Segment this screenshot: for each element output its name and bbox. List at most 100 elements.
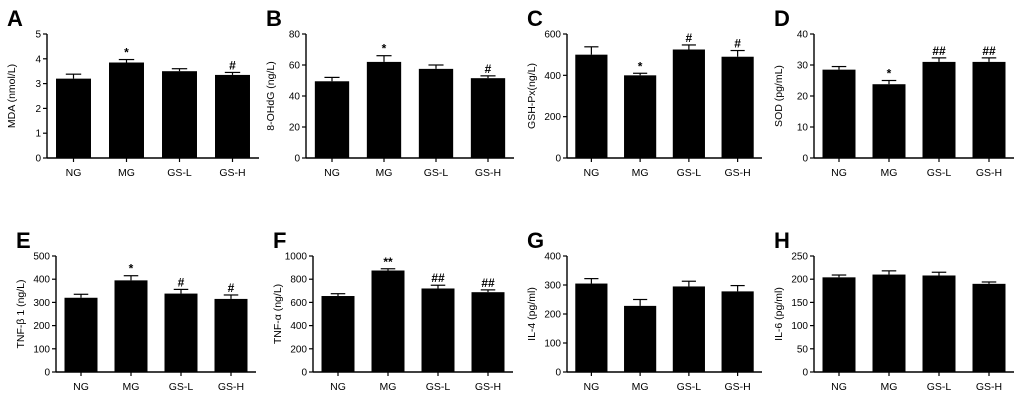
bar-gs-h (214, 298, 248, 372)
bar-mg (371, 270, 405, 372)
bar-mg (366, 61, 402, 158)
significance-mark: * (382, 42, 387, 56)
y-tick-label: 0 (35, 154, 41, 165)
y-axis-label: IL-6 (pg/ml) (773, 287, 785, 341)
x-tick-label: GS-H (725, 381, 751, 393)
chart-panel-f: F 0 200 400 600 800 1000 TNF-α (ng/L) NG ** MG ## GS… (272, 228, 513, 393)
x-tick-label: NG (73, 381, 89, 393)
bar-gs-h (721, 56, 754, 158)
significance-mark: # (228, 281, 235, 295)
y-tick-label: 20 (797, 92, 809, 103)
y-tick-label: 500 (33, 252, 50, 263)
bar-gs-h (972, 283, 1006, 372)
y-tick-label: 0 (555, 368, 561, 379)
y-axis-label: 8-OHdG (ng/L) (265, 61, 277, 130)
y-tick-label: 0 (555, 154, 561, 165)
y-axis-label: MDA (nmol/L) (6, 64, 18, 128)
bar-ng (314, 81, 350, 158)
bar-gs-l (922, 61, 956, 158)
y-tick-label: 300 (544, 281, 561, 292)
bar-mg (114, 280, 148, 372)
bar-mg (624, 75, 657, 158)
bar-gs-l (164, 293, 198, 372)
x-tick-label: MG (118, 167, 135, 179)
x-tick-label: GS-L (927, 381, 952, 393)
significance-mark: * (887, 67, 892, 81)
chart-panel-e: E 0 100 200 300 400 500 TNF-β 1 (ng/L) NG * MG # GS-… (15, 228, 256, 393)
x-tick-label: GS-L (169, 381, 194, 393)
panel-letter: C (527, 6, 543, 31)
y-tick-label: 0 (301, 368, 307, 379)
y-tick-label: 300 (33, 298, 50, 309)
y-tick-label: 40 (797, 30, 809, 41)
bar-mg (624, 305, 657, 372)
x-tick-label: GS-L (927, 167, 952, 179)
y-tick-label: 400 (290, 321, 307, 332)
y-tick-label: 400 (33, 275, 50, 286)
x-tick-label: GS-L (426, 381, 451, 393)
bar-ng (64, 297, 98, 372)
y-tick-label: 200 (791, 275, 808, 286)
bar-mg (872, 84, 906, 158)
significance-mark: # (734, 37, 741, 51)
y-tick-label: 60 (289, 61, 301, 72)
x-tick-label: NG (66, 167, 82, 179)
y-tick-label: 4 (35, 54, 41, 65)
chart-panel-c: C 0 200 400 600 GSH-Px(ng/L) NG * MG # GS-L # GS-H (526, 6, 762, 179)
bar-mg (872, 274, 906, 372)
x-tick-label: NG (831, 167, 847, 179)
significance-mark: ## (481, 276, 495, 290)
y-tick-label: 30 (797, 61, 809, 72)
significance-mark: ## (982, 44, 996, 58)
significance-mark: ## (431, 271, 445, 285)
x-tick-label: MG (632, 167, 649, 179)
y-tick-label: 100 (544, 339, 561, 350)
x-tick-label: MG (380, 381, 397, 393)
significance-mark: # (229, 58, 236, 72)
chart-panel-d: D 0 10 20 30 40 SOD (pg/mL) NG * MG ## GS-L ## GS-H (773, 6, 1014, 179)
y-tick-label: 200 (544, 112, 561, 123)
bar-ng (56, 78, 91, 158)
y-tick-label: 100 (33, 344, 50, 355)
bar-gs-l (672, 286, 705, 372)
x-tick-label: MG (123, 381, 140, 393)
panel-letter: F (273, 228, 286, 253)
x-tick-label: NG (584, 167, 600, 179)
significance-mark: * (124, 46, 129, 60)
y-tick-label: 5 (35, 30, 41, 41)
x-tick-label: MG (632, 381, 649, 393)
panel-letter: A (7, 6, 23, 31)
x-tick-label: MG (376, 167, 393, 179)
x-tick-label: GS-H (976, 167, 1002, 179)
x-tick-label: GS-H (475, 381, 501, 393)
y-tick-label: 800 (290, 275, 307, 286)
bar-ng (822, 277, 856, 372)
y-tick-label: 40 (289, 92, 301, 103)
bar-gs-h (471, 292, 505, 372)
y-tick-label: 0 (802, 368, 808, 379)
x-tick-label: GS-H (976, 381, 1002, 393)
significance-mark: * (638, 59, 643, 73)
bar-ng (321, 296, 355, 372)
y-tick-label: 10 (797, 123, 809, 134)
bar-gs-l (922, 275, 956, 372)
bar-mg (109, 62, 144, 158)
bar-gs-l (418, 68, 454, 158)
chart-panel-a: A 0 1 2 3 4 5 MDA (nmol/L) NG * MG GS-L # GS-H (6, 6, 259, 179)
significance-mark: # (178, 275, 185, 289)
bar-ng (822, 69, 856, 158)
bar-gs-h (470, 78, 506, 158)
significance-mark: ## (932, 44, 946, 58)
x-tick-label: GS-L (677, 167, 702, 179)
y-tick-label: 0 (294, 154, 300, 165)
significance-mark: # (485, 62, 492, 76)
y-tick-label: 250 (791, 252, 808, 263)
y-tick-label: 150 (791, 298, 808, 309)
x-tick-label: NG (330, 381, 346, 393)
y-tick-label: 1000 (285, 252, 308, 263)
y-axis-label: IL-4 (pg/ml) (526, 287, 538, 341)
x-tick-label: GS-H (475, 167, 501, 179)
bar-gs-h (215, 74, 250, 158)
x-tick-label: NG (831, 381, 847, 393)
